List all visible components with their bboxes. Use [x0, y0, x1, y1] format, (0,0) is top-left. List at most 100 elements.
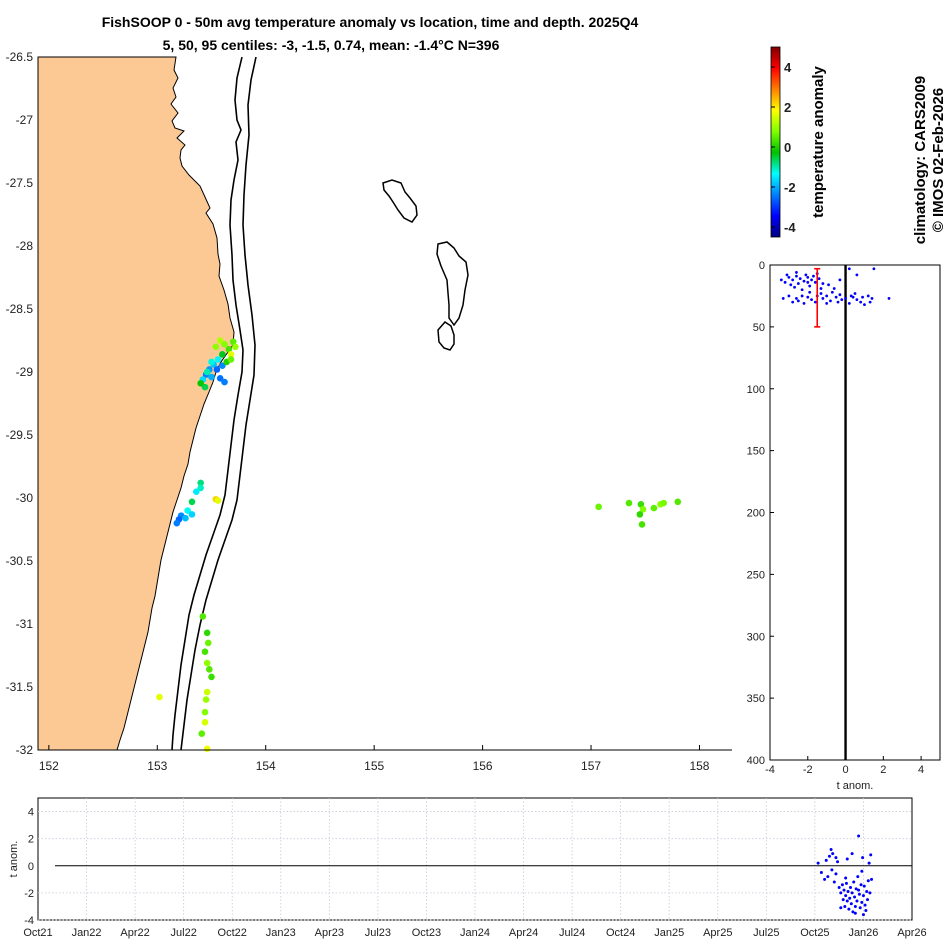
- time-data-point: [843, 904, 847, 908]
- time-x-tick-label: Oct21: [23, 927, 52, 939]
- map-data-point: [156, 693, 163, 701]
- map-y-tick-label: -26.5: [6, 50, 34, 64]
- time-x-tick-label: Jan25: [654, 927, 684, 939]
- depth-data-point: [796, 282, 800, 285]
- time-data-point: [819, 871, 823, 875]
- time-data-point: [865, 898, 869, 902]
- time-data-point: [826, 875, 830, 879]
- time-x-tick-label: Apr26: [897, 927, 926, 939]
- time-data-point: [847, 907, 851, 911]
- map-y-ticks: -26.5 -27 -27.5 -28 -28.5 -29 -29.5 -30 -30.5 -31…: [6, 50, 34, 757]
- map-x-tick-label: 158: [689, 759, 709, 773]
- time-x-tick-label: Apr25: [703, 927, 732, 939]
- depth-data-point: [855, 298, 859, 302]
- depth-y-tick-label: 150: [747, 446, 765, 458]
- time-data-point: [853, 895, 857, 899]
- time-data-point: [848, 896, 852, 900]
- time-data-point: [844, 881, 848, 885]
- depth-data-point: [798, 277, 802, 281]
- time-data-point: [824, 858, 828, 862]
- time-y-tick-label: -2: [24, 888, 34, 900]
- map-data-point: [206, 666, 213, 673]
- time-data-point: [866, 879, 870, 883]
- climatology-text: climatology: CARS2009: [912, 76, 929, 244]
- time-x-tick-label: Oct22: [218, 927, 247, 939]
- time-data-point: [844, 894, 848, 898]
- depth-profile-panel: 0 50 100 150 200 250 300 350 400-4 -2 0 2 4 t anom.: [747, 260, 941, 792]
- map-data-point: [208, 358, 215, 366]
- time-data-point: [868, 891, 872, 895]
- time-data-point: [834, 856, 838, 860]
- time-data-point: [857, 834, 861, 838]
- colorbar-tick-label: 2: [784, 100, 791, 115]
- depth-data-point: [847, 301, 851, 305]
- time-x-tick-label: Oct24: [606, 927, 635, 939]
- time-data-point: [834, 872, 838, 876]
- time-data-point: [861, 856, 865, 860]
- colorbar-tick-label: 4: [784, 60, 792, 75]
- depth-data-point: [836, 300, 840, 304]
- depth-y-tick-label: 200: [747, 508, 765, 520]
- time-x-tick-label: Oct25: [800, 927, 829, 939]
- depth-data-point: [806, 275, 810, 279]
- map-y-tick-label: -29: [16, 365, 34, 379]
- map-data-point: [639, 506, 647, 513]
- depth-y-tick-label: 250: [747, 569, 765, 581]
- colorbar-tick-label: -2: [784, 180, 796, 195]
- time-data-point: [823, 877, 827, 881]
- map-data-point: [203, 659, 211, 667]
- map-data-point: [197, 484, 204, 492]
- map-y-tick-label: -31: [16, 617, 34, 631]
- map-data-point: [221, 378, 228, 386]
- map-y-tick-label: -27: [16, 113, 34, 127]
- depth-x-label: t anom.: [837, 780, 874, 792]
- time-data-point: [864, 909, 868, 913]
- depth-data-point: [870, 297, 874, 300]
- time-ticks: Oct21 Jan22 Apr22 Jul22 Oct22 Jan23 Apr23 Jul23…: [23, 807, 926, 939]
- depth-data-point: [795, 274, 798, 278]
- depth-y-tick-label: 350: [747, 693, 765, 705]
- colorbar-label: temperature anomaly: [810, 65, 827, 217]
- time-data-point: [861, 894, 865, 898]
- depth-data-point: [817, 277, 821, 281]
- time-data-point: [840, 883, 844, 887]
- depth-data-point: [855, 273, 859, 277]
- depth-data-point: [783, 280, 787, 284]
- depth-data-point: [781, 297, 785, 300]
- depth-data-point: [825, 294, 829, 298]
- time-x-tick-label: Jul24: [559, 927, 585, 939]
- map-data-point: [173, 519, 181, 527]
- depth-points: [779, 267, 891, 328]
- depth-data-point: [847, 267, 851, 271]
- time-data-point: [830, 868, 834, 872]
- depth-data-point: [887, 297, 891, 300]
- depth-data-point: [795, 271, 798, 274]
- depth-x-tick-label: 2: [880, 764, 886, 776]
- time-x-tick-label: Jul22: [171, 927, 197, 939]
- time-data-point: [858, 906, 862, 910]
- time-y-label: t anom.: [8, 841, 20, 878]
- depth-y-tick-label: 50: [753, 322, 765, 334]
- chart-subtitle: 5, 50, 95 centiles: -3, -1.5, 0.74, mean…: [163, 37, 500, 53]
- depth-data-point: [838, 293, 842, 297]
- time-data-point: [839, 891, 843, 895]
- depth-data-point: [844, 297, 847, 300]
- time-data-point: [853, 911, 857, 915]
- depth-data-point: [861, 295, 864, 299]
- colorbar-tick-label: -4: [784, 220, 796, 235]
- depth-data-point: [866, 294, 870, 298]
- map-data-point: [198, 730, 206, 737]
- time-x-tick-label: Jan22: [72, 927, 102, 939]
- map-data-point: [202, 696, 210, 703]
- shelf-contour-inner: [171, 56, 244, 751]
- map-x-tick-label: 153: [147, 759, 167, 773]
- depth-data-point: [825, 301, 829, 305]
- time-data-point: [851, 910, 855, 914]
- depth-ticks: 0 50 100 150 200 250 300 350 400-4 -2 0 2 4: [747, 260, 925, 776]
- time-data-point: [865, 890, 869, 894]
- depth-data-point: [806, 295, 810, 299]
- time-data-point: [837, 885, 841, 889]
- map-data-point: [193, 488, 200, 496]
- time-data-point: [869, 853, 873, 857]
- map-data-point: [229, 338, 237, 346]
